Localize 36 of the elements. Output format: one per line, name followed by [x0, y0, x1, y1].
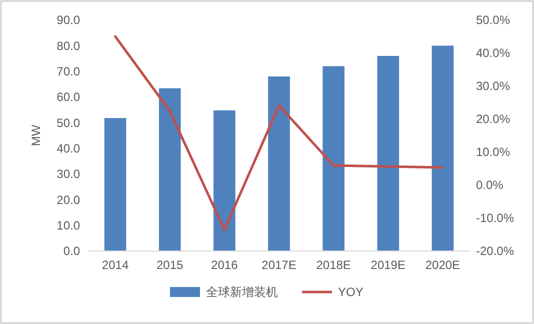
y-axis-title: MW — [29, 124, 43, 146]
y-tick-label: 40.0 — [56, 142, 80, 156]
y2-tick-label: 20.0% — [476, 112, 510, 126]
y-tick-label: 20.0 — [56, 192, 80, 207]
bar — [104, 118, 126, 251]
y-tick-label: 0.0 — [63, 244, 80, 258]
y-tick-label: 50.0 — [56, 116, 80, 130]
x-tick-label: 2018E — [316, 258, 351, 272]
y-tick-label: 30.0 — [56, 167, 80, 182]
bar — [158, 88, 181, 251]
y-tick-label: 80.0 — [56, 38, 80, 53]
x-tick-label: 2015 — [156, 258, 184, 272]
x-tick-label: 2020E — [425, 258, 460, 272]
y2-tick-label: 40.0% — [476, 46, 510, 60]
y2-tick-label: 10.0% — [476, 145, 510, 160]
x-tick-label: 2019E — [370, 258, 406, 272]
y-tick-label: 60.0 — [56, 90, 80, 104]
x-tick-label: 2014 — [102, 258, 129, 272]
bar — [322, 66, 344, 251]
bar — [214, 110, 236, 251]
y2-tick-label: -20.0% — [476, 244, 514, 258]
bar — [377, 56, 400, 251]
bar — [268, 76, 290, 251]
y-tick-label: 10.0 — [56, 218, 80, 233]
legend-label: YOY — [338, 285, 364, 300]
x-tick-label: 2016 — [211, 258, 238, 272]
y2-tick-label: 50.0% — [476, 13, 510, 28]
y2-tick-label: 30.0% — [476, 79, 510, 94]
y2-tick-label: 0.0% — [476, 178, 504, 192]
x-tick-label: 2017E — [262, 258, 296, 272]
y2-tick-label: -10.0% — [476, 211, 514, 226]
y-tick-label: 90.0 — [56, 13, 80, 28]
bar — [432, 46, 454, 251]
y-tick-label: 70.0 — [56, 64, 80, 79]
line-series — [114, 35, 444, 232]
legend-label: 全球新增装机 — [206, 285, 278, 300]
